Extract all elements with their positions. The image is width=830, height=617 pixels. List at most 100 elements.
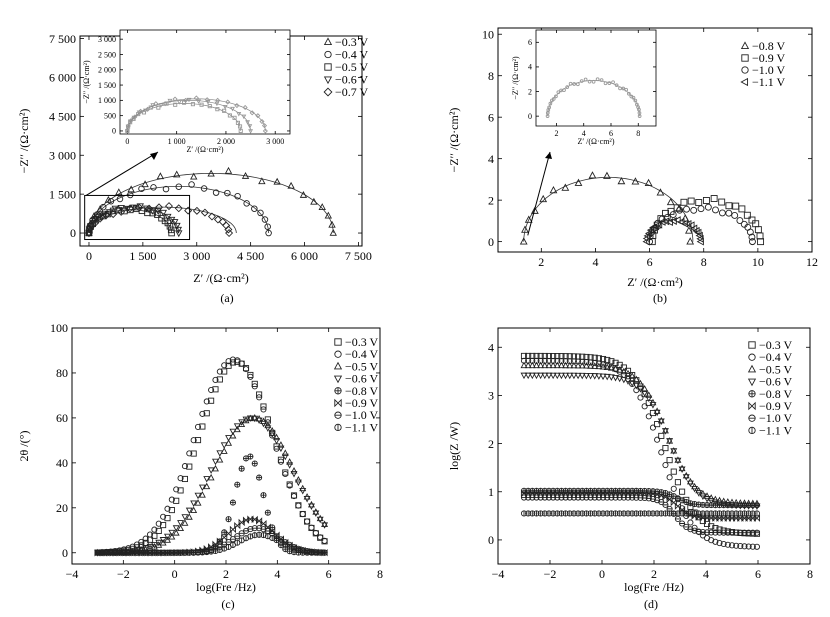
d-data-point — [599, 373, 607, 381]
a-data-point — [125, 204, 134, 213]
c-data-point — [208, 386, 215, 394]
d-data-point — [678, 464, 686, 472]
c-data-point — [181, 463, 188, 470]
b-data-point — [681, 214, 690, 222]
a-data-point — [145, 204, 154, 213]
c-data-point — [233, 423, 241, 430]
a-inset-point — [156, 105, 161, 110]
d-data-point — [632, 375, 640, 383]
c-legend-label: −1.1 V — [345, 420, 379, 434]
c-data-point — [229, 428, 237, 436]
c-data-point — [208, 548, 215, 555]
d-data-point — [645, 413, 652, 420]
a-ytick-label: 6 000 — [49, 71, 76, 85]
a-data-point — [96, 214, 105, 223]
a-data-point — [150, 184, 157, 191]
c-data-point — [185, 513, 193, 520]
d-data-point — [537, 361, 545, 369]
d-data-point — [654, 490, 661, 499]
c-data-point — [260, 532, 267, 539]
b-data-point — [631, 177, 640, 185]
d-data-point — [524, 361, 532, 369]
a-data-point — [166, 223, 174, 230]
c-data-point — [151, 549, 158, 556]
a-inset-point — [247, 124, 253, 129]
b-data-point — [662, 209, 669, 217]
c-data-point — [190, 437, 197, 444]
d-data-point — [599, 510, 607, 517]
a-data-point — [318, 203, 326, 210]
c-data-point — [194, 437, 202, 444]
c-legend-marker — [334, 338, 342, 346]
c-data-point — [146, 531, 154, 538]
a-inset-point — [227, 113, 232, 118]
d-data-point — [645, 391, 653, 398]
d-data-point — [749, 510, 756, 517]
d-data-point — [724, 510, 731, 517]
a-inset-point — [237, 124, 243, 129]
a-inset-xlabel: Z′ /(Ω·cm²) — [187, 145, 224, 154]
c-ytick-label: 20 — [56, 501, 68, 515]
b-data-point — [646, 226, 655, 235]
c-data-point — [198, 491, 206, 498]
a-data-point — [224, 166, 233, 174]
a-data-point — [213, 215, 222, 224]
b-ytick-label: 8 — [488, 69, 494, 83]
d-data-point — [583, 489, 590, 497]
d-data-point — [629, 510, 636, 517]
c-data-point — [107, 549, 114, 556]
d-data-point — [525, 510, 532, 517]
b-data-point — [748, 233, 756, 241]
b-zoom-arrowhead — [545, 152, 552, 159]
b-inset-ytick-label: 2 — [528, 87, 532, 96]
c-data-point — [256, 391, 263, 398]
c-data-point — [186, 549, 193, 556]
b-inset-xlabel: Z′ /(Ω·cm²) — [578, 137, 615, 146]
c-data-point — [207, 473, 215, 481]
b-fit-line — [523, 176, 694, 242]
a-inset-xtick-label: 2 000 — [217, 137, 235, 146]
c-data-point — [211, 458, 219, 466]
d-data-point — [724, 541, 731, 548]
b-xtick-label: 10 — [752, 255, 764, 269]
a-data-point — [123, 205, 132, 213]
c-data-point — [277, 445, 285, 453]
a-inset-xtick-label: 3 000 — [266, 137, 284, 146]
a-legend-marker — [323, 37, 333, 46]
b-data-point — [524, 215, 533, 223]
a-data-point — [165, 202, 173, 211]
b-inset-xtick-label: 4 — [582, 129, 586, 138]
d-data-point — [541, 510, 548, 517]
a-inset-point — [207, 104, 212, 109]
a-data-point — [116, 195, 124, 203]
c-xtick-label: −2 — [117, 567, 130, 581]
a-inset-ylabel: −Z′′ /(Ω·cm²) — [82, 60, 91, 104]
d-data-point — [595, 373, 603, 380]
a-inset-ytick-label: 500 — [104, 111, 116, 120]
b-data-point — [704, 203, 712, 211]
a-data-point — [127, 185, 135, 193]
d-data-point — [741, 510, 748, 517]
c-data-point — [229, 536, 236, 543]
c-legend-marker — [334, 387, 342, 395]
d-data-point — [733, 542, 740, 549]
d-data-point — [666, 510, 673, 517]
d-legend-label: −0.3 V — [759, 338, 793, 352]
d-xtick-label: −2 — [544, 567, 557, 581]
d-data-point — [545, 489, 553, 497]
d-data-point — [637, 394, 644, 401]
b-inset-xtick-label: 8 — [636, 129, 640, 138]
b-zoom-arrow — [527, 151, 551, 236]
c-data-point — [299, 510, 306, 518]
c-data-point — [251, 515, 258, 524]
d-legend-label: −0.9 V — [759, 399, 793, 413]
c-data-point — [234, 357, 241, 364]
b-data-point — [732, 202, 740, 210]
b-inset-point — [633, 98, 638, 103]
a-inset-point — [193, 95, 199, 101]
c-data-point — [120, 549, 127, 556]
d-data-point — [562, 510, 569, 517]
d-data-point — [707, 494, 715, 501]
